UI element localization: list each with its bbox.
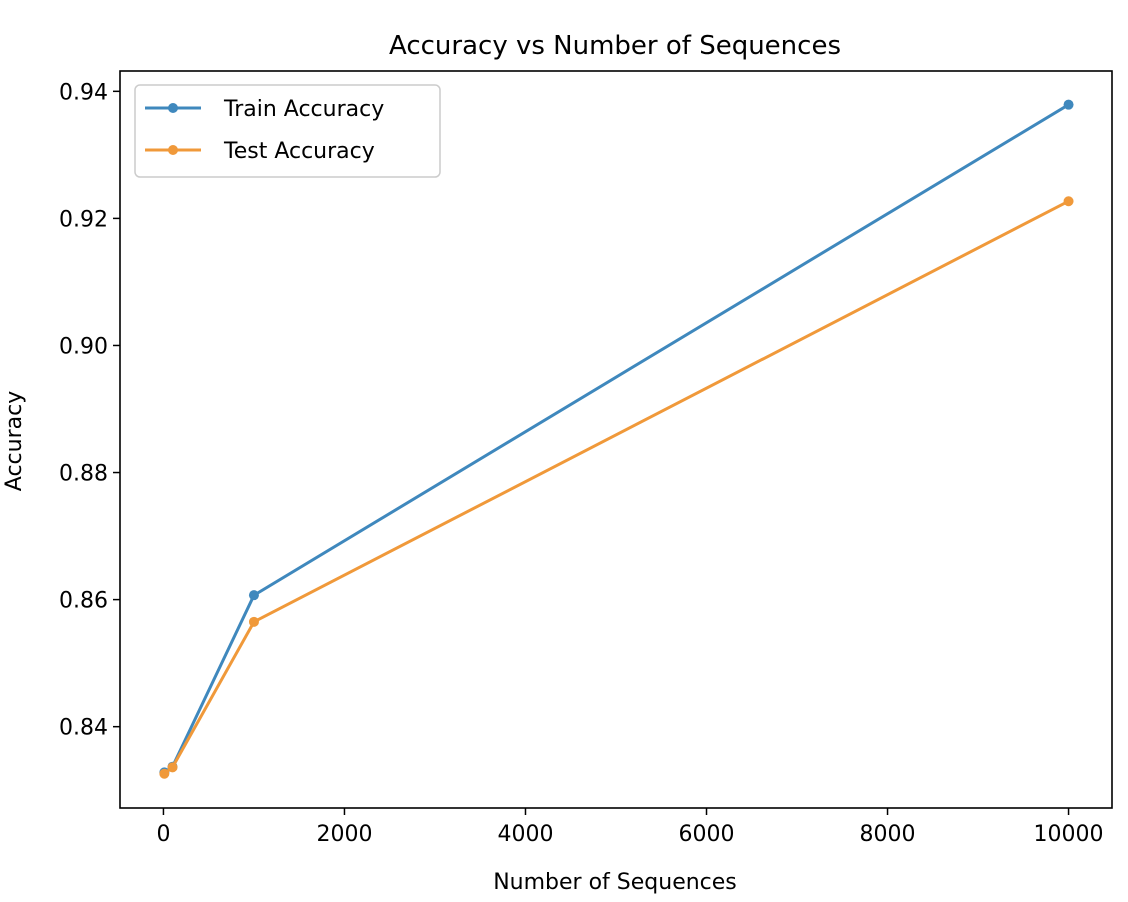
x-tick-label: 8000 bbox=[860, 822, 916, 847]
train-accuracy-point bbox=[1063, 99, 1074, 110]
test-accuracy-legend-label: Test Accuracy bbox=[223, 139, 375, 164]
x-tick-label: 4000 bbox=[497, 822, 553, 847]
chart-title: Accuracy vs Number of Sequences bbox=[389, 31, 841, 61]
legend-box bbox=[134, 84, 441, 178]
x-tick-label: 0 bbox=[156, 822, 170, 847]
test-accuracy-line bbox=[162, 199, 1071, 776]
test-accuracy-point bbox=[1063, 196, 1074, 207]
y-tick-label: 0.86 bbox=[59, 589, 108, 614]
train-accuracy-legend-marker bbox=[168, 103, 178, 113]
plot-area: 0 2000 4000 6000 8000 10000 0.840.860.880.900… bbox=[59, 70, 1113, 847]
y-tick-label: 0.88 bbox=[59, 462, 108, 487]
train-accuracy-point bbox=[248, 590, 259, 601]
legend: Train Accuracy Test Accuracy bbox=[134, 84, 441, 178]
y-axis-title: Accuracy bbox=[2, 391, 27, 491]
train-accuracy-legend-label: Train Accuracy bbox=[223, 97, 384, 122]
x-axis-title: Number of Sequences bbox=[493, 870, 737, 895]
x-tick-label: 6000 bbox=[679, 822, 735, 847]
x-axis: 0 2000 4000 6000 8000 10000 bbox=[156, 808, 1104, 847]
y-axis: 0.84 0.86 0.88 0.90 0.92 0.94 bbox=[59, 80, 120, 741]
test-accuracy-point bbox=[159, 768, 170, 779]
y-tick-label: 0.84 bbox=[59, 716, 108, 741]
test-accuracy-point bbox=[248, 616, 259, 627]
y-tick-label: 0.90 bbox=[59, 334, 108, 359]
y-tick-label: 0.92 bbox=[59, 207, 108, 232]
x-tick-label: 2000 bbox=[316, 822, 372, 847]
series-layer bbox=[159, 99, 1074, 779]
test-accuracy-legend-marker bbox=[168, 145, 178, 155]
plot-frame bbox=[119, 70, 1113, 809]
test-accuracy-point bbox=[167, 762, 178, 773]
y-tick-label: 0.94 bbox=[59, 80, 108, 105]
x-tick-label: 10000 bbox=[1034, 822, 1104, 847]
